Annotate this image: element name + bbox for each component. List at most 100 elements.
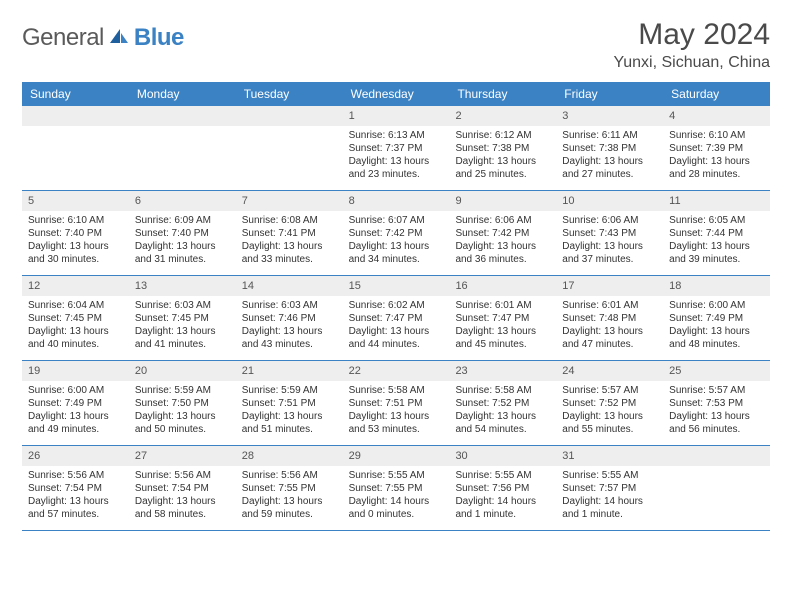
calendar: Sunday Monday Tuesday Wednesday Thursday… [22, 82, 770, 531]
daylight-text: Daylight: 13 hours and 55 minutes. [562, 410, 657, 436]
day-number: 4 [663, 106, 770, 126]
day-cell: 20Sunrise: 5:59 AMSunset: 7:50 PMDayligh… [129, 361, 236, 445]
daylight-text: Daylight: 13 hours and 27 minutes. [562, 155, 657, 181]
day-cell: 23Sunrise: 5:58 AMSunset: 7:52 PMDayligh… [449, 361, 556, 445]
day-body: Sunrise: 5:58 AMSunset: 7:51 PMDaylight:… [343, 381, 450, 442]
day-body: Sunrise: 6:02 AMSunset: 7:47 PMDaylight:… [343, 296, 450, 357]
day-body [22, 126, 129, 186]
day-cell: 24Sunrise: 5:57 AMSunset: 7:52 PMDayligh… [556, 361, 663, 445]
day-cell: 6Sunrise: 6:09 AMSunset: 7:40 PMDaylight… [129, 191, 236, 275]
day-cell: 7Sunrise: 6:08 AMSunset: 7:41 PMDaylight… [236, 191, 343, 275]
day-cell: 16Sunrise: 6:01 AMSunset: 7:47 PMDayligh… [449, 276, 556, 360]
day-body: Sunrise: 6:03 AMSunset: 7:46 PMDaylight:… [236, 296, 343, 357]
day-body: Sunrise: 6:10 AMSunset: 7:40 PMDaylight:… [22, 211, 129, 272]
sunrise-text: Sunrise: 6:10 AM [28, 214, 123, 227]
day-number: 27 [129, 446, 236, 466]
sunset-text: Sunset: 7:53 PM [669, 397, 764, 410]
sunset-text: Sunset: 7:54 PM [28, 482, 123, 495]
sunrise-text: Sunrise: 6:02 AM [349, 299, 444, 312]
daylight-text: Daylight: 13 hours and 40 minutes. [28, 325, 123, 351]
sunset-text: Sunset: 7:51 PM [242, 397, 337, 410]
sunset-text: Sunset: 7:47 PM [455, 312, 550, 325]
day-cell: 13Sunrise: 6:03 AMSunset: 7:45 PMDayligh… [129, 276, 236, 360]
day-cell: 4Sunrise: 6:10 AMSunset: 7:39 PMDaylight… [663, 106, 770, 190]
sunrise-text: Sunrise: 5:58 AM [349, 384, 444, 397]
day-body: Sunrise: 5:55 AMSunset: 7:55 PMDaylight:… [343, 466, 450, 527]
day-cell: 14Sunrise: 6:03 AMSunset: 7:46 PMDayligh… [236, 276, 343, 360]
daylight-text: Daylight: 13 hours and 30 minutes. [28, 240, 123, 266]
week-row: 1Sunrise: 6:13 AMSunset: 7:37 PMDaylight… [22, 106, 770, 191]
day-number: 3 [556, 106, 663, 126]
day-cell: 15Sunrise: 6:02 AMSunset: 7:47 PMDayligh… [343, 276, 450, 360]
day-body: Sunrise: 6:10 AMSunset: 7:39 PMDaylight:… [663, 126, 770, 187]
day-cell: 28Sunrise: 5:56 AMSunset: 7:55 PMDayligh… [236, 446, 343, 530]
sunset-text: Sunset: 7:45 PM [28, 312, 123, 325]
sunrise-text: Sunrise: 6:07 AM [349, 214, 444, 227]
day-body: Sunrise: 6:13 AMSunset: 7:37 PMDaylight:… [343, 126, 450, 187]
sunrise-text: Sunrise: 6:04 AM [28, 299, 123, 312]
daylight-text: Daylight: 13 hours and 59 minutes. [242, 495, 337, 521]
sunrise-text: Sunrise: 6:06 AM [562, 214, 657, 227]
sunset-text: Sunset: 7:43 PM [562, 227, 657, 240]
daylight-text: Daylight: 13 hours and 33 minutes. [242, 240, 337, 266]
title-block: May 2024 Yunxi, Sichuan, China [613, 18, 770, 72]
sunset-text: Sunset: 7:46 PM [242, 312, 337, 325]
location-text: Yunxi, Sichuan, China [613, 54, 770, 72]
daylight-text: Daylight: 13 hours and 45 minutes. [455, 325, 550, 351]
day-number: 26 [22, 446, 129, 466]
daylight-text: Daylight: 13 hours and 41 minutes. [135, 325, 230, 351]
sunrise-text: Sunrise: 5:57 AM [562, 384, 657, 397]
sunset-text: Sunset: 7:55 PM [349, 482, 444, 495]
day-number: 16 [449, 276, 556, 296]
day-body: Sunrise: 5:56 AMSunset: 7:55 PMDaylight:… [236, 466, 343, 527]
day-number [663, 446, 770, 466]
weekday-header-row: Sunday Monday Tuesday Wednesday Thursday… [22, 82, 770, 106]
logo: General Blue [22, 24, 184, 52]
day-body: Sunrise: 6:06 AMSunset: 7:42 PMDaylight:… [449, 211, 556, 272]
sunset-text: Sunset: 7:40 PM [28, 227, 123, 240]
day-cell: 30Sunrise: 5:55 AMSunset: 7:56 PMDayligh… [449, 446, 556, 530]
weekday-header: Wednesday [343, 82, 450, 106]
daylight-text: Daylight: 13 hours and 54 minutes. [455, 410, 550, 436]
day-cell: 19Sunrise: 6:00 AMSunset: 7:49 PMDayligh… [22, 361, 129, 445]
day-number: 5 [22, 191, 129, 211]
weekday-header: Saturday [663, 82, 770, 106]
daylight-text: Daylight: 13 hours and 28 minutes. [669, 155, 764, 181]
daylight-text: Daylight: 13 hours and 48 minutes. [669, 325, 764, 351]
day-number: 6 [129, 191, 236, 211]
sunrise-text: Sunrise: 6:11 AM [562, 129, 657, 142]
day-number: 12 [22, 276, 129, 296]
day-cell: 27Sunrise: 5:56 AMSunset: 7:54 PMDayligh… [129, 446, 236, 530]
daylight-text: Daylight: 13 hours and 58 minutes. [135, 495, 230, 521]
day-number: 8 [343, 191, 450, 211]
weekday-header: Monday [129, 82, 236, 106]
sunset-text: Sunset: 7:52 PM [562, 397, 657, 410]
day-number: 11 [663, 191, 770, 211]
day-number: 25 [663, 361, 770, 381]
sunrise-text: Sunrise: 6:10 AM [669, 129, 764, 142]
sunset-text: Sunset: 7:55 PM [242, 482, 337, 495]
daylight-text: Daylight: 13 hours and 50 minutes. [135, 410, 230, 436]
day-number: 18 [663, 276, 770, 296]
day-body [663, 466, 770, 526]
sunset-text: Sunset: 7:57 PM [562, 482, 657, 495]
day-body: Sunrise: 6:09 AMSunset: 7:40 PMDaylight:… [129, 211, 236, 272]
weeks-container: 1Sunrise: 6:13 AMSunset: 7:37 PMDaylight… [22, 106, 770, 531]
day-number: 19 [22, 361, 129, 381]
day-body: Sunrise: 5:55 AMSunset: 7:57 PMDaylight:… [556, 466, 663, 527]
day-cell: 26Sunrise: 5:56 AMSunset: 7:54 PMDayligh… [22, 446, 129, 530]
day-cell: 3Sunrise: 6:11 AMSunset: 7:38 PMDaylight… [556, 106, 663, 190]
daylight-text: Daylight: 14 hours and 1 minute. [562, 495, 657, 521]
sunset-text: Sunset: 7:47 PM [349, 312, 444, 325]
day-cell: 9Sunrise: 6:06 AMSunset: 7:42 PMDaylight… [449, 191, 556, 275]
day-number: 29 [343, 446, 450, 466]
day-body: Sunrise: 5:57 AMSunset: 7:52 PMDaylight:… [556, 381, 663, 442]
day-number [236, 106, 343, 126]
sunrise-text: Sunrise: 6:05 AM [669, 214, 764, 227]
day-body: Sunrise: 6:12 AMSunset: 7:38 PMDaylight:… [449, 126, 556, 187]
sunset-text: Sunset: 7:37 PM [349, 142, 444, 155]
day-body: Sunrise: 6:06 AMSunset: 7:43 PMDaylight:… [556, 211, 663, 272]
day-body: Sunrise: 6:00 AMSunset: 7:49 PMDaylight:… [22, 381, 129, 442]
sunset-text: Sunset: 7:52 PM [455, 397, 550, 410]
sunrise-text: Sunrise: 6:08 AM [242, 214, 337, 227]
